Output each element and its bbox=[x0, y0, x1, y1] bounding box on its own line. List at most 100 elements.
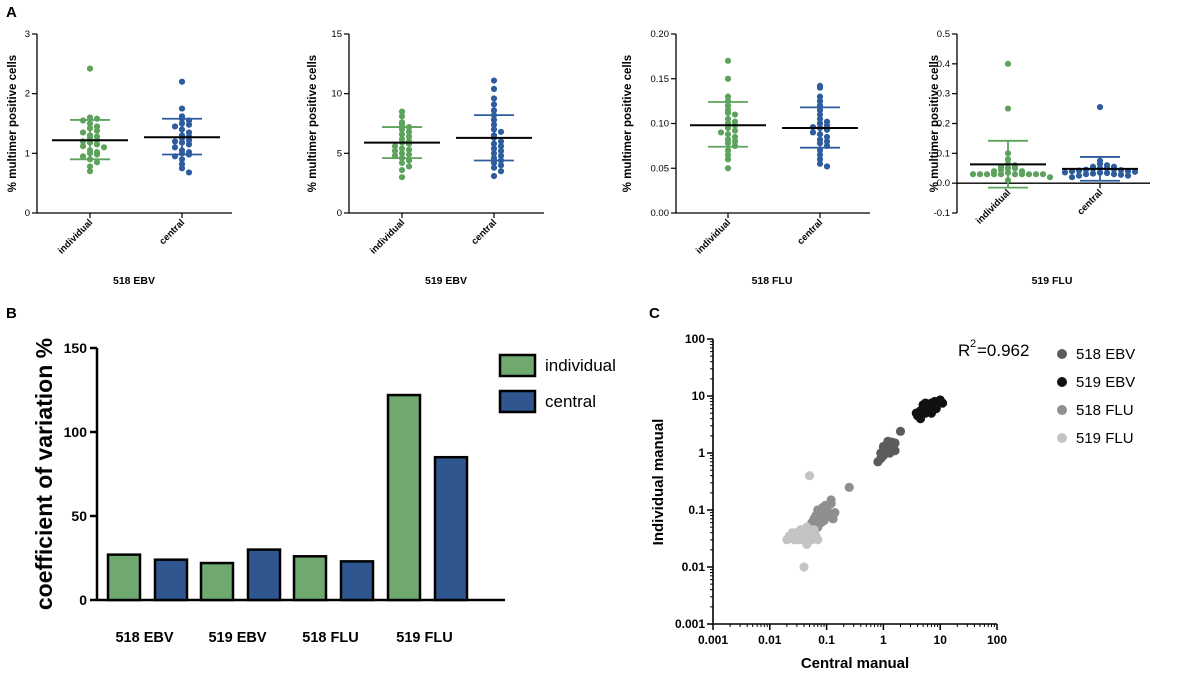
chart-a4-ylabel: % multimer positive cells bbox=[929, 55, 941, 192]
chart-a3-point-central bbox=[816, 151, 824, 158]
chart-a3-point-central bbox=[816, 147, 824, 154]
chart-b-ylabel: coefficient of variation % bbox=[31, 338, 57, 610]
chart-a4-point-individual bbox=[1025, 171, 1033, 178]
chart-c-annotation-r: R bbox=[958, 341, 970, 360]
chart-a4-point-central bbox=[1110, 171, 1118, 178]
chart-a1-point-individual bbox=[93, 141, 101, 148]
chart-c-legend-label: 519 EBV bbox=[1076, 374, 1135, 391]
chart-a2-category-label: central bbox=[469, 217, 499, 247]
chart-a1-point-individual bbox=[93, 115, 101, 122]
chart-a1-point-central bbox=[185, 169, 193, 176]
chart-b-bar-central bbox=[153, 558, 189, 602]
chart-a1-ytick-label: 1 bbox=[25, 148, 30, 159]
chart-a4-point-individual bbox=[976, 171, 984, 178]
chart-c-annotation-value: =0.962 bbox=[977, 341, 1029, 360]
chart-a3-point-central bbox=[823, 163, 831, 170]
chart-a1-point-individual bbox=[86, 65, 94, 72]
chart-a4-title: 519 FLU bbox=[1032, 275, 1073, 287]
chart-c-xtick-label: 0.001 bbox=[698, 633, 728, 647]
chart-a3-point-central bbox=[816, 98, 824, 105]
panel-label-a: A bbox=[6, 4, 17, 21]
chart-a2-point-central bbox=[497, 143, 505, 150]
chart-b-legend-label: individual bbox=[545, 356, 616, 375]
chart-a2-point-central bbox=[490, 77, 498, 84]
chart-a3-point-individual bbox=[731, 111, 739, 118]
chart-a2-point-individual bbox=[405, 163, 413, 170]
chart-a1-point-central bbox=[185, 141, 193, 148]
chart-a3-category-label: central bbox=[795, 217, 825, 247]
chart-a3-ytick-label: 0.05 bbox=[651, 163, 670, 174]
chart-c-point-518-flu bbox=[822, 512, 832, 522]
chart-c-ytick-label: 0.01 bbox=[682, 560, 706, 574]
chart-a1-ytick-label: 0 bbox=[25, 208, 30, 219]
chart-b-bar-individual bbox=[386, 393, 422, 602]
panel-label-b: B bbox=[6, 305, 17, 322]
chart-a4-point-central bbox=[1061, 169, 1069, 176]
chart-c-point-519-flu bbox=[799, 562, 809, 572]
chart-c-point-518-ebv bbox=[887, 437, 897, 447]
chart-a4-point-individual bbox=[1004, 105, 1012, 112]
chart-c-xlabel: Central manual bbox=[801, 655, 909, 672]
chart-a1-point-individual bbox=[79, 143, 87, 150]
chart-c-annotation-sup: 2 bbox=[970, 338, 976, 350]
chart-c-xtick-label: 1 bbox=[880, 633, 887, 647]
chart-c-point-518-flu bbox=[830, 508, 840, 518]
chart-a2-point-individual bbox=[398, 159, 406, 166]
chart-a3-point-central bbox=[816, 93, 824, 100]
chart-c-point-519-flu bbox=[792, 531, 802, 541]
chart-a3-point-central bbox=[816, 84, 824, 91]
chart-a4-ytick-label: 0.1 bbox=[937, 148, 950, 159]
chart-c-point-519-ebv bbox=[926, 408, 937, 418]
chart-c-point-519-ebv bbox=[920, 398, 931, 408]
chart-a2-point-individual bbox=[405, 146, 413, 153]
chart-c-point-518-flu bbox=[826, 495, 836, 505]
chart-c-point-518-ebv bbox=[890, 446, 900, 456]
chart-b-bar-central bbox=[433, 455, 469, 602]
chart-a4-point-individual bbox=[1011, 165, 1019, 172]
chart-a2-point-central bbox=[497, 162, 505, 169]
chart-b-bar-central bbox=[339, 560, 375, 602]
chart-a2-point-individual bbox=[398, 113, 406, 120]
chart-b-bar-individual bbox=[106, 553, 142, 602]
chart-a3-point-central bbox=[816, 160, 824, 167]
chart-a2-point-individual bbox=[391, 143, 399, 150]
chart-a4-ytick-label: 0.2 bbox=[937, 119, 950, 130]
chart-a1-point-individual bbox=[86, 163, 94, 170]
chart-a1-category-label: individual bbox=[56, 217, 95, 256]
chart-a3-point-central bbox=[823, 122, 831, 129]
chart-a2-point-central bbox=[490, 95, 498, 102]
chart-a4-point-individual bbox=[969, 171, 977, 178]
chart-a2-point-central bbox=[490, 164, 498, 171]
chart-a2-ytick-label: 10 bbox=[331, 89, 342, 100]
chart-a1-title: 518 EBV bbox=[113, 275, 155, 287]
chart-c-ytick-label: 0.001 bbox=[675, 617, 705, 631]
chart-a3-ylabel: % multimer positive cells bbox=[622, 55, 634, 192]
chart-c-xtick-label: 0.01 bbox=[758, 633, 782, 647]
chart-a1-point-central bbox=[178, 156, 186, 163]
chart-b-legend-swatch-individual bbox=[498, 353, 537, 378]
chart-b-ytick-label: 0 bbox=[79, 592, 87, 608]
chart-a3-point-central bbox=[816, 156, 824, 163]
chart-c-point-519-flu bbox=[802, 539, 812, 549]
chart-a4-ytick-label: 0.5 bbox=[937, 29, 950, 40]
chart-c-ylabel: Individual manual bbox=[650, 419, 667, 546]
chart-a4-point-individual bbox=[1032, 171, 1040, 178]
chart-b-ytick-label: 50 bbox=[71, 508, 87, 524]
chart-a1-point-individual bbox=[79, 153, 87, 160]
chart-a1-point-individual bbox=[79, 129, 87, 136]
chart-a2-ytick-label: 15 bbox=[331, 29, 342, 40]
chart-b-legend-label: central bbox=[545, 392, 596, 411]
chart-a2-point-central bbox=[497, 147, 505, 155]
chart-a4-point-individual bbox=[997, 171, 1005, 178]
chart-a1-ytick-label: 2 bbox=[25, 89, 30, 100]
chart-b-ytick-label: 100 bbox=[64, 424, 88, 440]
chart-a4-point-individual bbox=[990, 171, 998, 178]
chart-a3-ytick-label: 0.20 bbox=[651, 29, 670, 40]
chart-a4-point-central bbox=[1131, 168, 1139, 175]
chart-c-legend-label: 519 FLU bbox=[1076, 430, 1134, 447]
chart-c-xtick-label: 100 bbox=[987, 633, 1007, 647]
chart-a3-ytick-label: 0.00 bbox=[651, 208, 670, 219]
chart-c-legend-label: 518 EBV bbox=[1076, 346, 1135, 363]
chart-a3-point-central bbox=[823, 138, 831, 145]
chart-a3-point-individual bbox=[731, 138, 739, 145]
